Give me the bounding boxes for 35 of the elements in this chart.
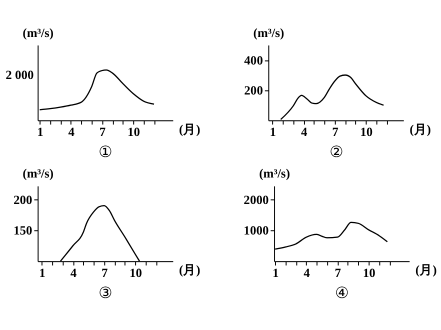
- x-tick-label: 4: [70, 266, 78, 280]
- x-axis-title: (月): [179, 122, 200, 136]
- x-axis-title: (月): [415, 263, 437, 278]
- x-axis-title: (月): [179, 263, 200, 278]
- x-tick-label: 4: [68, 125, 76, 140]
- x-tick-label: 7: [334, 266, 342, 280]
- x-tick-label: 10: [130, 266, 142, 280]
- y-axis-title: (m³/s): [253, 26, 284, 40]
- text: ③: [98, 284, 112, 302]
- y-tick-label: 1000: [244, 224, 269, 238]
- text: ④: [335, 284, 348, 302]
- y-tick-label: 200: [244, 83, 263, 98]
- y-tick-label: 200: [14, 192, 32, 207]
- x-tick-label: 4: [304, 266, 311, 280]
- text: ①: [98, 144, 112, 161]
- x-tick-label: 1: [270, 125, 276, 140]
- y-tick-label: 150: [14, 224, 32, 238]
- x-tick-label: 10: [360, 125, 373, 140]
- y-tick-label: 400: [244, 53, 263, 68]
- text: 2 000: [6, 68, 34, 82]
- x-tick-label: 10: [127, 125, 140, 140]
- text: ②: [329, 144, 342, 161]
- x-tick-label: 1: [37, 125, 44, 140]
- x-tick-label: 7: [99, 125, 106, 140]
- x-tick-label: 4: [300, 125, 308, 140]
- y-tick-label: 2000: [244, 193, 269, 208]
- x-axis-title: (月): [410, 122, 431, 136]
- x-tick-label: 7: [332, 125, 338, 140]
- y-axis-title: (m³/s): [259, 166, 290, 181]
- x-tick-label: 1: [272, 266, 279, 280]
- x-tick-label: 10: [362, 266, 376, 280]
- x-tick-label: 1: [39, 266, 46, 280]
- x-tick-label: 7: [101, 266, 108, 280]
- y-axis-title: (m³/s): [22, 26, 54, 40]
- y-axis-title: (m³/s): [22, 166, 54, 181]
